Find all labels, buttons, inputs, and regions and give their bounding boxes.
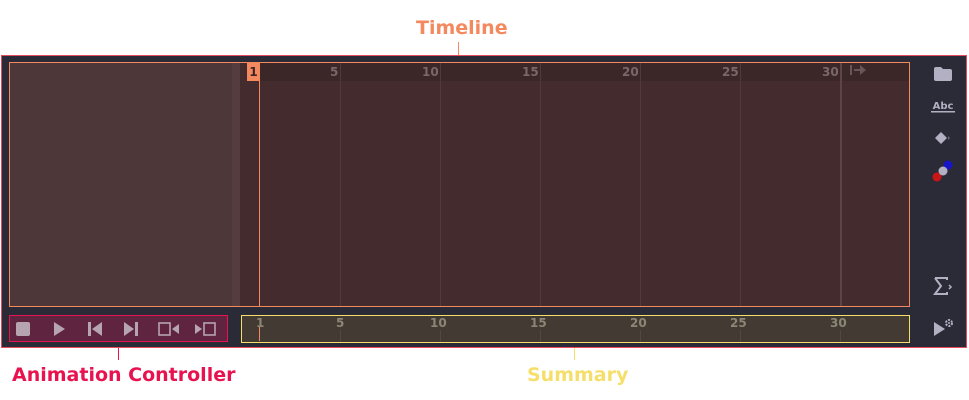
timeline-grid-line: [340, 63, 341, 306]
jump-end-icon[interactable]: [193, 320, 217, 338]
summary-grid-line: [540, 330, 541, 342]
ruler-tick-label: 20: [622, 65, 639, 79]
summary-tick-label: 10: [430, 316, 447, 330]
playhead[interactable]: [259, 63, 260, 306]
animation-controller-callout: Animation Controller: [12, 364, 236, 386]
current-frame-flag[interactable]: 1: [247, 63, 260, 81]
track-type-toolbar: Abc: [927, 56, 959, 347]
animation-controller-callout-line: [118, 342, 119, 360]
timeline-grid-line: [740, 63, 741, 306]
track-list[interactable]: [10, 63, 232, 306]
summary-grid-line: [840, 330, 841, 342]
timeline-grid-line: [640, 63, 641, 306]
play-settings-icon[interactable]: [927, 316, 959, 340]
animation-panel: 5 10 15 20 25 30 1 1 5: [1, 55, 967, 348]
ruler-tick-label: 25: [722, 65, 739, 79]
keyframe-icon[interactable]: [927, 126, 959, 150]
text-track-icon[interactable]: Abc: [927, 94, 959, 118]
track-list-splitter[interactable]: [232, 63, 240, 306]
ruler-tick-label: 5: [330, 65, 339, 79]
ruler-tick-label: 10: [422, 65, 439, 79]
timeline-grid-line: [440, 63, 441, 306]
summary-grid-line: [340, 330, 341, 342]
folder-icon[interactable]: [927, 62, 959, 86]
summary-grid-line: [740, 330, 741, 342]
timeline-ruler[interactable]: [247, 63, 909, 81]
ruler-tick-label: 15: [522, 65, 539, 79]
end-frame-arrow-icon[interactable]: [850, 64, 868, 80]
end-frame-line[interactable]: [840, 63, 842, 306]
timeline[interactable]: 5 10 15 20 25 30 1: [9, 62, 910, 307]
summary-tick-label: 5: [336, 316, 345, 330]
formula-track-icon[interactable]: [927, 274, 959, 298]
timeline-callout-line: [458, 42, 459, 57]
summary-tick-label: 20: [630, 316, 647, 330]
summary-tick-label: 25: [730, 316, 747, 330]
stop-icon[interactable]: [13, 320, 33, 338]
summary-tick-label: 15: [530, 316, 547, 330]
ruler-tick-label: 30: [822, 65, 839, 79]
summary-grid-line: [440, 330, 441, 342]
step-forward-icon[interactable]: [121, 320, 141, 338]
play-icon[interactable]: [49, 320, 69, 338]
summary-callout-line: [574, 342, 575, 360]
summary-grid-line: [640, 330, 641, 342]
summary[interactable]: 1 5 10 15 20 25 30: [241, 315, 910, 343]
summary-callout: Summary: [527, 364, 629, 386]
jump-start-icon[interactable]: [157, 320, 181, 338]
step-back-icon[interactable]: [85, 320, 105, 338]
timeline-callout: Timeline: [416, 17, 508, 39]
color-track-icon[interactable]: [927, 159, 959, 183]
summary-tick-label: 1: [256, 316, 265, 330]
summary-tick-label: 30: [830, 316, 847, 330]
summary-playhead[interactable]: [259, 327, 260, 341]
timeline-grid-line: [540, 63, 541, 306]
svg-text:Abc: Abc: [933, 101, 954, 112]
animation-controller: [9, 315, 228, 342]
